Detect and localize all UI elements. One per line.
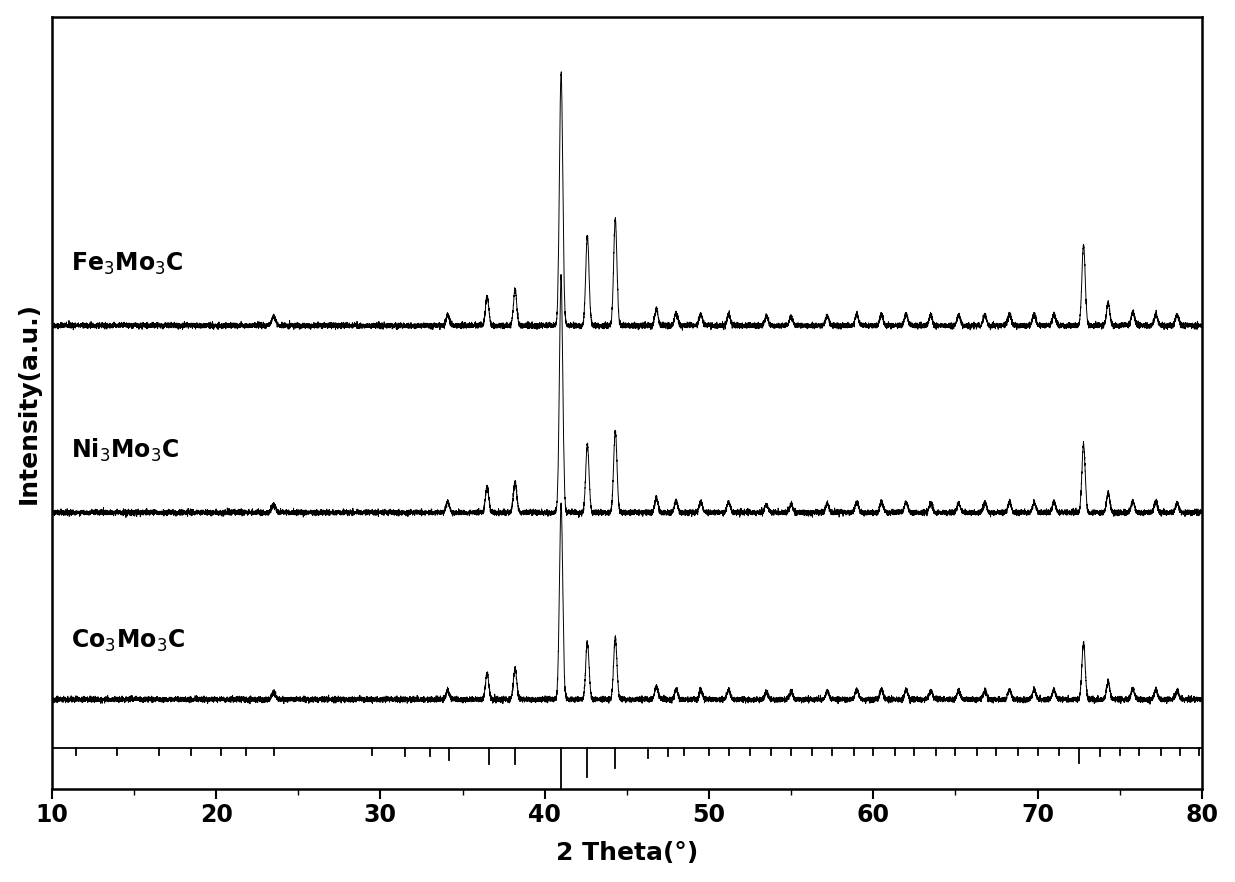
Text: Ni$_3$Mo$_3$C: Ni$_3$Mo$_3$C	[72, 437, 180, 464]
Text: Fe$_3$Mo$_3$C: Fe$_3$Mo$_3$C	[72, 250, 184, 277]
X-axis label: 2 Theta(°): 2 Theta(°)	[556, 841, 698, 865]
Y-axis label: Intensity(a.u.): Intensity(a.u.)	[16, 302, 41, 504]
Text: Co$_3$Mo$_3$C: Co$_3$Mo$_3$C	[72, 628, 185, 654]
